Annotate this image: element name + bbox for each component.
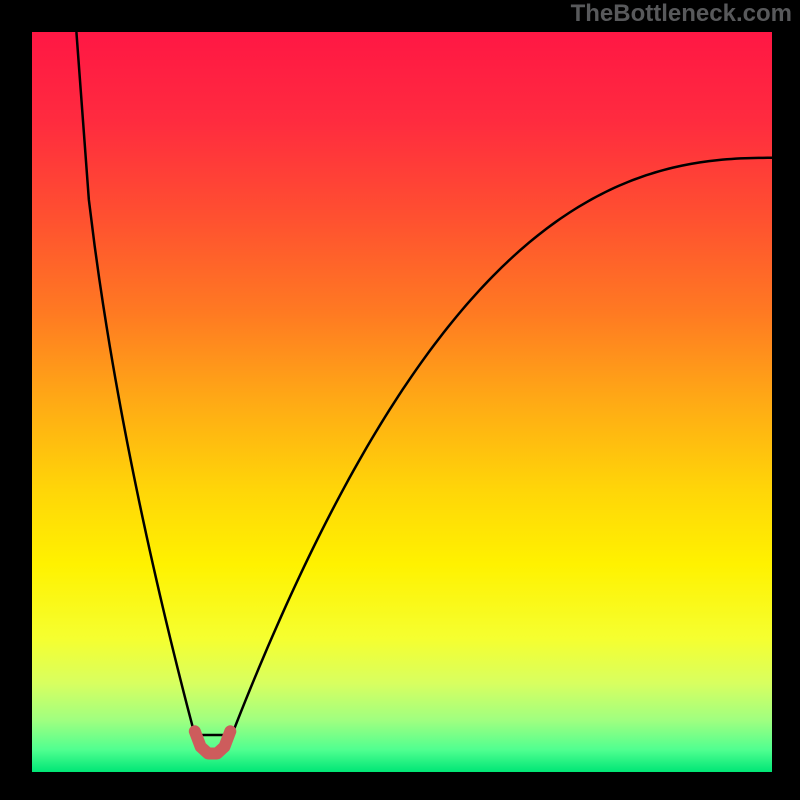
curve-layer	[0, 0, 800, 800]
bottleneck-curve	[76, 32, 772, 735]
chart-container: TheBottleneck.com	[0, 0, 800, 800]
watermark-text: TheBottleneck.com	[571, 0, 792, 28]
